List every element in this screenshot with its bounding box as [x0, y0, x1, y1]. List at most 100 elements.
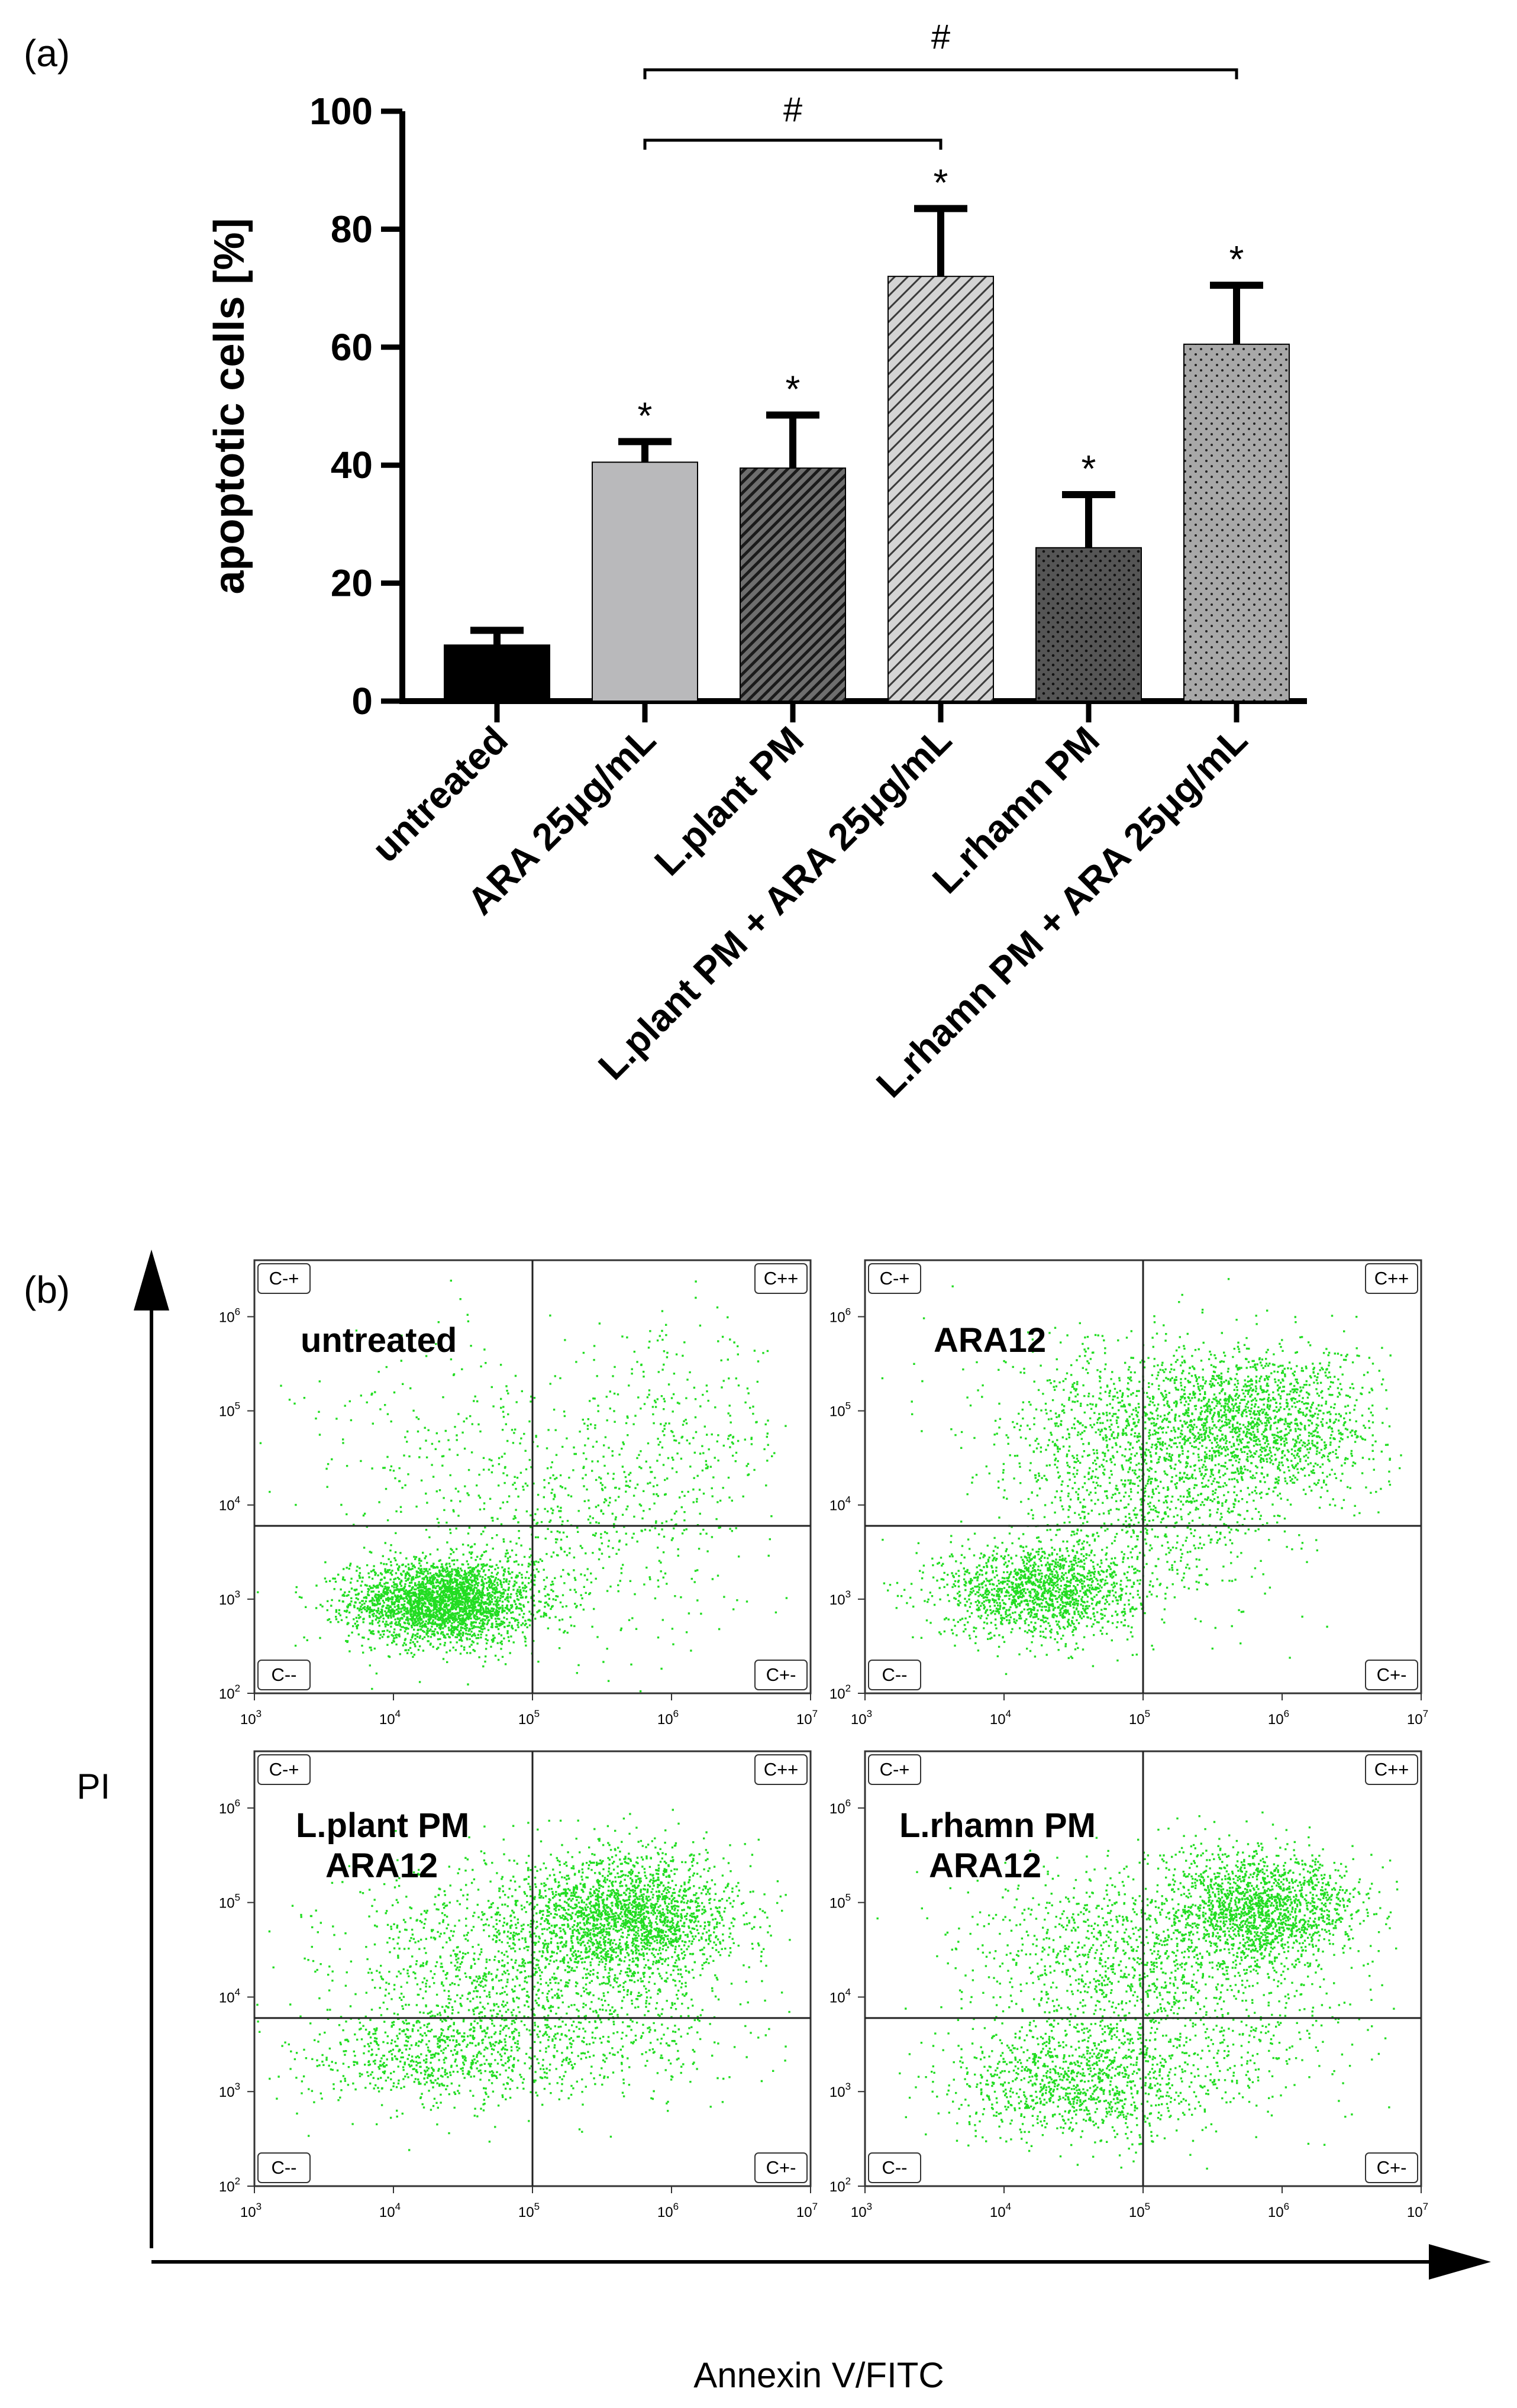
y-axis-label: apoptotic cells [%]	[206, 218, 253, 594]
x-tick-label: 107	[1407, 2201, 1428, 2220]
x-tick-label: 103	[240, 2201, 262, 2220]
event-dots	[881, 1278, 1402, 1676]
significance-mark: *	[934, 162, 948, 204]
x-tick-label: 105	[518, 1708, 540, 1728]
y-tick-label: 104	[219, 1494, 240, 1514]
y-tick-label: 105	[829, 1400, 851, 1420]
quadrant-label-upper-right-box	[1365, 1263, 1418, 1294]
y-tick-label: 106	[219, 1306, 240, 1325]
quadrant-label-lower-right-box	[1365, 2152, 1418, 2183]
y-tick-label: 103	[829, 2081, 851, 2100]
quadrant-label-lower-left-box	[257, 1660, 311, 1690]
annexin-axis-arrowhead	[1429, 2244, 1491, 2280]
significance-mark: *	[1082, 447, 1096, 490]
event-dots	[256, 1809, 791, 2151]
sample-label: untreated	[301, 1321, 457, 1360]
x-tick-label: 105	[1129, 2201, 1150, 2220]
quadrant-label-upper-left: C-+	[269, 1759, 299, 1780]
y-tick-label: 100	[309, 90, 373, 133]
quadrant-label-lower-right-box	[754, 2152, 808, 2183]
x-tick-label: 105	[1129, 1708, 1150, 1728]
y-tick-label: 60	[331, 326, 373, 369]
y-tick-label: 106	[829, 1306, 851, 1325]
quadrant-label-lower-left: C--	[882, 2157, 907, 2178]
y-tick-label: 102	[219, 2175, 240, 2195]
significance-mark: *	[786, 367, 801, 410]
x-tick-label: 103	[240, 1708, 262, 1728]
y-tick-label: 40	[331, 444, 373, 486]
quadrant-label-lower-right: C+-	[766, 1664, 796, 1685]
bar	[887, 276, 994, 702]
x-tick-label: 107	[1407, 1708, 1428, 1728]
x-tick-label: 107	[796, 1708, 818, 1728]
panel-b-label: (b)	[24, 1268, 70, 1311]
significance-mark: *	[1229, 238, 1244, 280]
x-tick-label: 106	[657, 2201, 679, 2220]
quadrant-label-lower-right: C+-	[1377, 2157, 1407, 2178]
bar	[1183, 343, 1290, 702]
x-tick-label: 103	[851, 2201, 872, 2220]
y-tick-label: 80	[331, 208, 373, 250]
x-tick-label: 106	[1268, 1708, 1289, 1728]
comparison-label: #	[783, 91, 802, 129]
quadrant-label-upper-right-box	[1365, 1754, 1418, 1785]
bar	[740, 467, 846, 702]
quadrant-label-lower-left-box	[868, 1660, 921, 1690]
bar	[1035, 547, 1142, 702]
x-tick-label: untreated	[364, 718, 516, 870]
quadrant-label-upper-right-box	[754, 1263, 808, 1294]
y-tick-label: 104	[829, 1494, 851, 1514]
event-dots	[257, 1279, 788, 1693]
sample-label: L.rhamn PM	[899, 1806, 1096, 1845]
comparison-bracket	[643, 138, 943, 150]
quadrant-label-upper-left: C-+	[880, 1268, 910, 1289]
x-tick-label: 104	[379, 1708, 401, 1728]
pi-axis-label: PI	[77, 1767, 111, 1806]
x-tick-label: 104	[990, 2201, 1011, 2220]
panel-a-label: (a)	[24, 32, 70, 75]
significance-mark: *	[638, 394, 653, 437]
y-tick-label: 105	[829, 1892, 851, 1912]
comparison-bracket	[643, 68, 1238, 79]
quadrant-label-upper-left: C-+	[880, 1759, 910, 1780]
quadrant-label-lower-left-box	[868, 2152, 921, 2183]
quadrant-label-upper-left-box	[257, 1263, 311, 1294]
sample-label: ARA12	[929, 1847, 1041, 1885]
quadrant-label-lower-right: C+-	[1377, 1664, 1407, 1685]
quadrant-label-lower-left: C--	[271, 2157, 296, 2178]
annexin-axis-label: Annexin V/FITC	[693, 2355, 944, 2395]
quadrant-label-upper-right: C++	[1374, 1759, 1409, 1780]
y-tick-label: 103	[219, 2081, 240, 2100]
sample-label: ARA12	[325, 1847, 438, 1885]
sample-label: ARA12	[934, 1321, 1046, 1360]
quadrant-label-upper-right: C++	[1374, 1268, 1409, 1289]
quadrant-label-upper-right: C++	[764, 1268, 799, 1289]
y-tick-label: 104	[219, 1986, 240, 2006]
quadrant-label-upper-left-box	[868, 1263, 921, 1294]
quadrant-label-lower-left: C--	[882, 1664, 907, 1685]
bar	[444, 644, 550, 702]
y-tick-label: 102	[829, 1683, 851, 1702]
x-tick-label: 105	[518, 2201, 540, 2220]
sample-label: L.plant PM	[296, 1806, 469, 1845]
y-tick-label: 104	[829, 1986, 851, 2006]
x-tick-label: 104	[990, 1708, 1011, 1728]
quadrant-label-lower-left: C--	[271, 1664, 296, 1685]
event-dots	[876, 1811, 1399, 2170]
comparison-label: #	[931, 18, 950, 56]
quadrant-label-lower-right-box	[1365, 1660, 1418, 1690]
x-tick-label: 106	[657, 1708, 679, 1728]
y-tick-label: 105	[219, 1892, 240, 1912]
quadrant-label-upper-left: C-+	[269, 1268, 299, 1289]
y-tick-label: 105	[219, 1400, 240, 1420]
quadrant-label-upper-right: C++	[764, 1759, 799, 1780]
y-tick-label: 102	[829, 2175, 851, 2195]
quadrant-label-upper-left-box	[868, 1754, 921, 1785]
bar-chart: 0 20 40 60 80 100 apoptotic cells [%] untreated…	[206, 18, 1307, 1106]
